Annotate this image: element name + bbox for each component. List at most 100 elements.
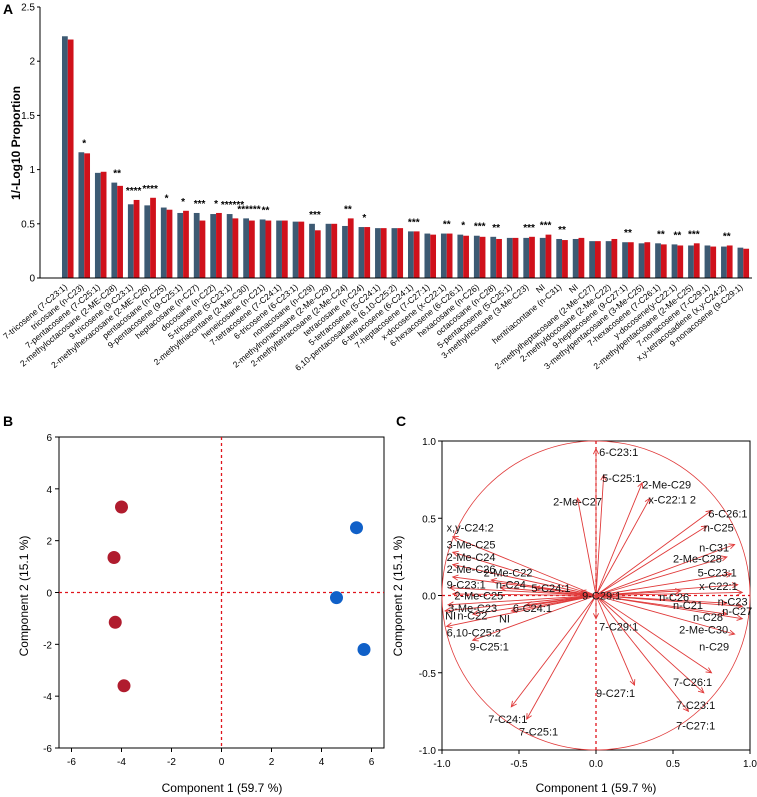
loading-vector — [451, 590, 597, 598]
vector-line — [595, 525, 708, 596]
vector-line — [534, 587, 597, 596]
loading-vector — [595, 582, 739, 596]
vector-label: 2-Me-C29 — [642, 479, 691, 491]
panel-b-ytick-label: -2 — [43, 640, 52, 651]
bar-series1 — [589, 241, 596, 278]
vector-label: 2-Me-C26 — [447, 564, 496, 576]
vector-arrowhead — [736, 589, 744, 596]
significance-stars: ** — [443, 220, 451, 231]
score-point-2 — [357, 643, 371, 657]
vector-arrowhead — [728, 543, 736, 550]
vector-arrowhead — [736, 602, 744, 609]
significance-stars: * — [461, 221, 465, 232]
vector-arrowhead — [499, 585, 507, 592]
vector-line — [446, 595, 597, 627]
vector-line — [595, 595, 689, 712]
panel-a-ylabel: 1/-Log10 Proportion — [9, 86, 23, 200]
bar-series2 — [84, 153, 91, 278]
bar-series1 — [226, 214, 233, 278]
panel-b-xtick-label: 2 — [269, 757, 275, 768]
vector-label: n-C25 — [704, 523, 734, 535]
panel-c-xtick-label: 0.5 — [666, 759, 680, 770]
score-point-1 — [108, 615, 122, 629]
vector-arrowhead — [579, 589, 587, 596]
vector-arrowhead — [705, 509, 713, 517]
vector-arrowhead — [471, 635, 479, 642]
vector-arrowhead — [444, 607, 451, 614]
bar-series1 — [292, 221, 299, 278]
bar-series1 — [309, 223, 315, 278]
loading-vector — [595, 555, 728, 596]
bar-series2 — [463, 235, 469, 278]
panel-c-xtick-label: 1.0 — [743, 759, 757, 770]
bar-series2 — [298, 221, 305, 278]
vector-line — [449, 587, 597, 596]
panel-b-xtick-label: -4 — [117, 757, 126, 768]
panel-a-ytick-label: 0 — [29, 274, 35, 285]
bar-series2 — [479, 236, 486, 278]
significance-stars: ****** — [221, 200, 244, 211]
bar-series1 — [556, 238, 563, 278]
loading-vector — [595, 595, 744, 609]
loading-vector — [595, 588, 682, 596]
vector-label: n-C26 — [659, 592, 689, 604]
significance-stars: ** — [673, 230, 681, 241]
bar-series2 — [496, 238, 502, 278]
bar-series1 — [342, 225, 348, 278]
bar-series2 — [232, 218, 239, 278]
bar-series2 — [562, 240, 568, 278]
vector-arrowhead — [700, 525, 708, 532]
score-point-2 — [330, 591, 343, 605]
vector-label: n-C31 — [699, 543, 729, 555]
bar-series2 — [430, 234, 437, 278]
vector-line — [595, 595, 735, 635]
vector-label: 5-C25:1 — [602, 473, 641, 485]
vector-arrowhead — [644, 497, 651, 505]
vector-label: 5-C24:1 — [531, 583, 570, 595]
bar-series2 — [595, 241, 601, 278]
loading-vector — [451, 550, 597, 596]
vector-arrowhead — [592, 447, 600, 455]
bar-series2 — [545, 234, 552, 278]
bar-series1 — [523, 237, 530, 278]
loading-vector — [595, 595, 713, 674]
loading-vector — [471, 595, 597, 642]
vector-line — [595, 573, 732, 596]
significance-stars: ** — [113, 169, 121, 180]
panel-c-xtick-label: -0.5 — [510, 759, 528, 770]
bar-series1 — [144, 205, 151, 278]
panel-a-ytick-label: 0.5 — [21, 219, 35, 230]
vector-label: n-C21 — [673, 600, 703, 612]
vector-label: 5-C23:1 — [698, 567, 737, 579]
vector-arrowhead — [490, 577, 498, 584]
bar-series2 — [726, 245, 733, 278]
loading-vector — [445, 595, 597, 629]
vector-line — [577, 498, 597, 596]
significance-stars: *** — [688, 229, 700, 240]
vector-arrowhead — [575, 497, 582, 505]
panel-a-ytick-label: 1.5 — [21, 111, 35, 122]
bar-series1 — [94, 172, 101, 278]
loading-vector — [510, 595, 597, 708]
bar-series2 — [611, 238, 618, 278]
vector-line — [452, 551, 597, 596]
bar-series1 — [424, 233, 431, 278]
significance-stars: * — [362, 213, 366, 224]
vector-label: n-C28 — [693, 612, 723, 624]
bar-series1 — [671, 244, 678, 278]
bar-series1 — [62, 36, 68, 278]
vector-arrowhead — [600, 473, 607, 481]
bar-series2 — [183, 210, 189, 278]
score-point-2 — [350, 521, 363, 535]
vector-label: 2-Me-C24 — [447, 552, 496, 564]
vector-label: 6-C26:1 — [708, 509, 747, 521]
vector-label: 2-Me-C28 — [673, 553, 722, 565]
loading-vector — [595, 525, 708, 596]
bar-series1 — [572, 238, 579, 278]
panel-a-ytick-label: 1 — [29, 165, 35, 176]
significance-stars: ** — [344, 204, 352, 215]
vector-line — [445, 595, 597, 612]
loading-vector — [595, 497, 651, 596]
vector-label: 7-C27:1 — [676, 720, 715, 732]
